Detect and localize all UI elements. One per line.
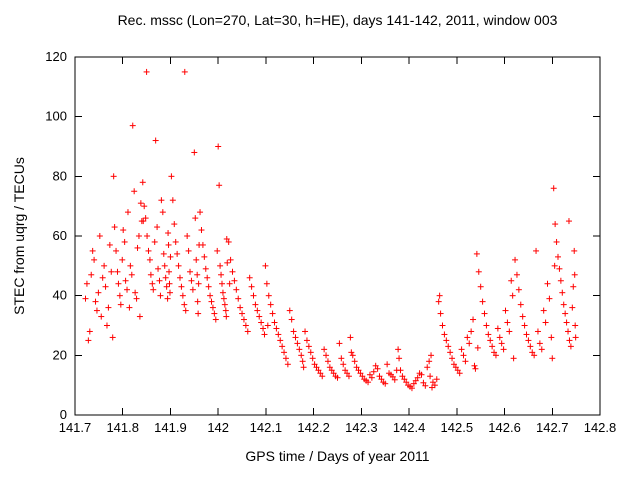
x-tick-label: 142.7: [536, 420, 569, 435]
chart-title: Rec. mssc (Lon=270, Lat=30, h=HE), days …: [117, 12, 558, 28]
y-tick-label: 80: [53, 168, 67, 183]
x-tick-label: 142.1: [250, 420, 283, 435]
x-tick-label: 141.9: [154, 420, 187, 435]
x-tick-label: 141.8: [106, 420, 139, 435]
x-tick-label: 142: [207, 420, 229, 435]
x-tick-label: 142.8: [584, 420, 617, 435]
y-tick-label: 40: [53, 288, 67, 303]
plot-border: [74, 56, 601, 416]
tick-labels: 141.7 141.8 141.9 142 142.1 142.2 142.3 142.4 14…: [45, 49, 616, 435]
y-axis-title: STEC from uqrg / TECUs: [11, 157, 27, 315]
x-tick-label: 142.5: [441, 420, 474, 435]
data-points: [82, 68, 579, 392]
x-tick-label: 142.4: [393, 420, 426, 435]
x-tick-label: 142.2: [297, 420, 330, 435]
axis-ticks: [74, 56, 601, 416]
x-axis-title: GPS time / Days of year 2011: [245, 448, 430, 464]
x-tick-label: 141.7: [59, 420, 92, 435]
y-tick-label: 120: [45, 49, 67, 64]
y-tick-label: 60: [53, 228, 67, 243]
y-tick-label: 0: [60, 407, 67, 422]
y-tick-label: 100: [45, 109, 67, 124]
x-tick-label: 142.3: [345, 420, 378, 435]
x-tick-label: 142.6: [488, 420, 521, 435]
y-tick-label: 20: [53, 347, 67, 362]
